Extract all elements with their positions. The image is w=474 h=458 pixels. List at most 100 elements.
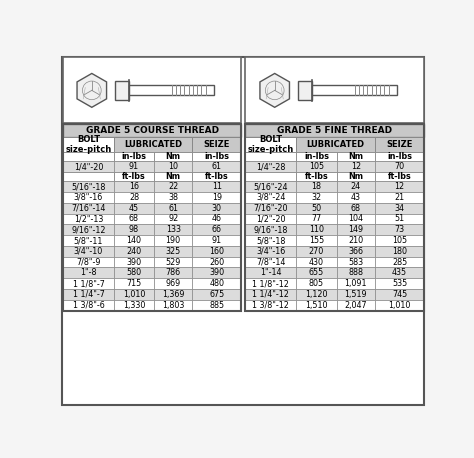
Bar xyxy=(114,213,154,224)
Bar xyxy=(296,213,337,224)
Bar xyxy=(245,300,296,311)
Bar xyxy=(63,181,114,192)
Text: Nm: Nm xyxy=(348,152,363,161)
Bar xyxy=(337,235,375,246)
Polygon shape xyxy=(260,73,290,107)
Bar xyxy=(245,124,424,311)
Text: in-lbs: in-lbs xyxy=(304,152,329,161)
Bar xyxy=(114,224,154,235)
Bar xyxy=(63,267,114,278)
Text: 77: 77 xyxy=(311,214,321,224)
Text: 366: 366 xyxy=(348,247,363,256)
Text: 1 1/8"-7: 1 1/8"-7 xyxy=(73,279,104,288)
Bar xyxy=(154,256,192,267)
Bar xyxy=(154,203,192,213)
Bar xyxy=(296,161,337,172)
Text: 1,803: 1,803 xyxy=(162,301,184,310)
Text: 140: 140 xyxy=(127,236,141,245)
Bar xyxy=(114,136,192,152)
Text: 210: 210 xyxy=(348,236,364,245)
Text: 104: 104 xyxy=(348,214,363,224)
Bar xyxy=(337,152,375,161)
Bar xyxy=(154,224,192,235)
Bar xyxy=(375,224,424,235)
Bar xyxy=(192,136,241,152)
Bar xyxy=(245,256,296,267)
Bar xyxy=(245,235,296,246)
Bar xyxy=(114,289,154,300)
Text: ft-lbs: ft-lbs xyxy=(388,172,411,181)
Bar xyxy=(337,256,375,267)
Text: 12: 12 xyxy=(351,162,361,171)
Bar xyxy=(114,246,154,256)
Text: 68: 68 xyxy=(129,214,139,224)
Bar xyxy=(192,235,241,246)
Text: 98: 98 xyxy=(129,225,139,234)
Text: 5/8"-11: 5/8"-11 xyxy=(74,236,103,245)
Bar xyxy=(245,289,296,300)
Bar xyxy=(375,213,424,224)
Bar xyxy=(154,152,192,161)
Bar xyxy=(63,57,241,123)
Text: 61: 61 xyxy=(212,162,222,171)
Bar xyxy=(154,213,192,224)
Text: 3/8"-24: 3/8"-24 xyxy=(256,193,285,202)
Bar xyxy=(337,267,375,278)
Text: 1,010: 1,010 xyxy=(389,301,411,310)
Bar xyxy=(154,289,192,300)
Text: 1 3/8"-12: 1 3/8"-12 xyxy=(252,301,289,310)
Text: in-lbs: in-lbs xyxy=(204,152,229,161)
Text: 46: 46 xyxy=(212,214,222,224)
Bar xyxy=(337,161,375,172)
Bar xyxy=(63,235,114,246)
Bar xyxy=(375,172,424,181)
Bar xyxy=(114,192,154,203)
Text: 61: 61 xyxy=(168,204,178,213)
Text: 149: 149 xyxy=(348,225,364,234)
Text: in-lbs: in-lbs xyxy=(121,152,146,161)
Bar xyxy=(154,161,192,172)
Text: 9/16"-12: 9/16"-12 xyxy=(71,225,106,234)
Bar xyxy=(114,181,154,192)
Text: 580: 580 xyxy=(127,268,142,278)
Bar xyxy=(63,152,114,161)
Bar xyxy=(154,278,192,289)
Bar xyxy=(154,192,192,203)
Text: 38: 38 xyxy=(168,193,178,202)
Bar xyxy=(192,161,241,172)
Bar xyxy=(375,192,424,203)
Text: 1/2"-13: 1/2"-13 xyxy=(74,214,103,224)
Bar xyxy=(192,289,241,300)
Bar xyxy=(375,161,424,172)
Bar xyxy=(296,300,337,311)
Bar xyxy=(192,256,241,267)
Bar xyxy=(337,192,375,203)
Text: 155: 155 xyxy=(309,236,324,245)
Bar xyxy=(375,300,424,311)
Text: 28: 28 xyxy=(129,193,139,202)
Bar xyxy=(375,181,424,192)
Text: 5/16"-24: 5/16"-24 xyxy=(254,182,288,191)
Text: 91: 91 xyxy=(129,162,139,171)
Text: 1,519: 1,519 xyxy=(345,290,367,299)
Bar xyxy=(115,81,129,100)
Text: 1 3/8"-6: 1 3/8"-6 xyxy=(73,301,104,310)
Text: 435: 435 xyxy=(392,268,407,278)
Bar xyxy=(154,300,192,311)
Text: 105: 105 xyxy=(309,162,324,171)
Text: 1/4"-20: 1/4"-20 xyxy=(74,162,103,171)
Text: 16: 16 xyxy=(129,182,139,191)
Text: 45: 45 xyxy=(129,204,139,213)
Bar xyxy=(245,213,296,224)
Bar xyxy=(245,57,424,123)
Bar xyxy=(296,235,337,246)
Text: 3/4"-10: 3/4"-10 xyxy=(74,247,103,256)
Text: 24: 24 xyxy=(351,182,361,191)
Bar xyxy=(375,246,424,256)
Bar xyxy=(296,246,337,256)
Text: 21: 21 xyxy=(394,193,405,202)
Bar xyxy=(192,192,241,203)
Bar xyxy=(296,203,337,213)
Text: 888: 888 xyxy=(348,268,363,278)
Bar xyxy=(245,181,296,192)
